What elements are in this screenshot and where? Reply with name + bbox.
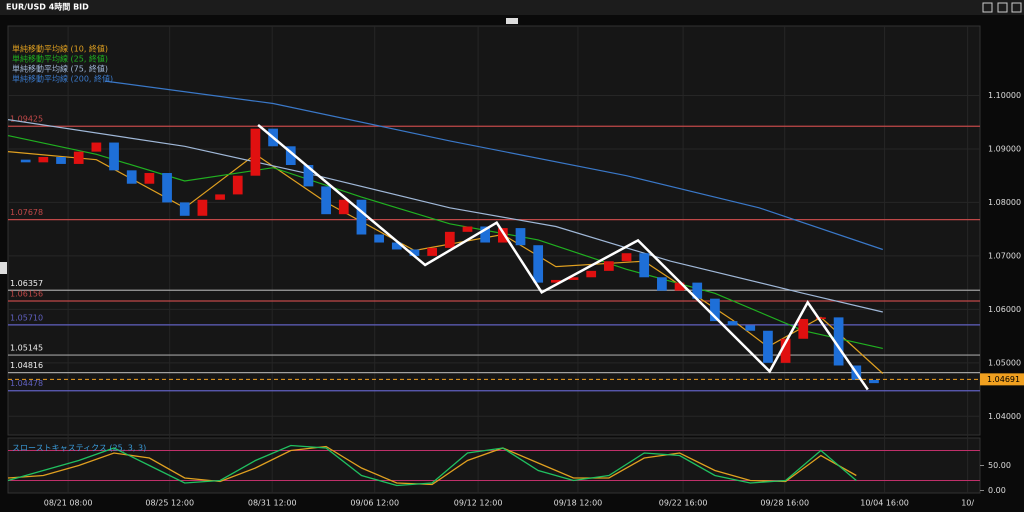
level-label: 1.07678 xyxy=(10,208,43,217)
current-price-box xyxy=(980,373,1024,386)
x-tick-label: 09/22 16:00 xyxy=(659,499,708,508)
candle xyxy=(73,151,84,164)
candle xyxy=(409,249,420,256)
candle xyxy=(126,170,137,184)
candle xyxy=(780,338,791,363)
level-label: 1.06156 xyxy=(10,290,43,299)
stochastic-tick-label: 0.00 xyxy=(988,486,1006,495)
maximize-button[interactable] xyxy=(997,2,1008,13)
candle xyxy=(356,199,367,235)
candle xyxy=(215,194,225,200)
legend-entry: 単純移動平均線 (75, 終値) xyxy=(12,64,108,74)
current-price-label: 1.04691 xyxy=(987,375,1020,384)
level-label: 1.06357 xyxy=(10,279,43,288)
candle xyxy=(38,156,49,163)
candle xyxy=(515,228,526,246)
candle xyxy=(444,231,455,248)
moving-average xyxy=(7,119,883,313)
candle xyxy=(321,186,331,215)
y-tick-label: 1.08000 xyxy=(988,198,1021,207)
plot: 08/21 08:00 08/25 12:00 08/31 12:00 09/06 1… xyxy=(7,26,1024,508)
y-tick-label: 1.10000 xyxy=(988,91,1021,100)
candle xyxy=(109,142,119,171)
stochastic-panel xyxy=(7,437,981,494)
x-tick-label: 10/04 16:00 xyxy=(860,499,909,508)
zigzag-line xyxy=(257,123,869,391)
candle xyxy=(727,321,738,326)
x-tick-label: 09/06 12:00 xyxy=(350,499,399,508)
title-bar xyxy=(0,0,1024,15)
candle xyxy=(869,379,879,384)
candle xyxy=(20,159,31,163)
candle xyxy=(144,173,155,184)
y-tick-label: 1.09000 xyxy=(988,144,1021,153)
candle xyxy=(763,330,773,363)
x-tick-label: 08/25 12:00 xyxy=(145,499,194,508)
candle xyxy=(692,282,703,299)
candle xyxy=(816,317,826,319)
candle xyxy=(303,165,314,187)
candle xyxy=(162,173,172,203)
y-tick-label: 1.07000 xyxy=(988,251,1021,260)
level-label: 1.04478 xyxy=(10,379,43,388)
legend-entry: 単純移動平均線 (200, 終値) xyxy=(12,74,113,84)
candle xyxy=(674,282,685,291)
candle xyxy=(480,226,491,243)
candle xyxy=(391,242,402,250)
candle xyxy=(462,226,473,232)
candle xyxy=(604,261,614,271)
legend-entry: 単純移動平均線 (25, 終値) xyxy=(12,54,108,64)
level-label: 1.04816 xyxy=(10,361,43,370)
candle xyxy=(586,270,597,278)
stochastic-tick-label: 50.00 xyxy=(988,461,1011,470)
y-tick-label: 1.05000 xyxy=(988,358,1021,367)
candle xyxy=(232,175,243,195)
close-button[interactable] xyxy=(1011,2,1022,13)
candle xyxy=(798,318,809,339)
x-tick-label: 08/31 12:00 xyxy=(248,499,297,508)
stochastic-title: スローストキャスティクス (25, 3, 3) xyxy=(12,444,146,453)
candle xyxy=(197,199,208,216)
x-tick-label: 08/21 08:00 xyxy=(44,499,93,508)
x-tick-label: 09/12 12:00 xyxy=(454,499,503,508)
x-tick-label: 09/18 12:00 xyxy=(554,499,603,508)
x-tick-label: 09/28 16:00 xyxy=(760,499,809,508)
y-tick-label: 1.06000 xyxy=(988,305,1021,314)
collapse-toggle[interactable] xyxy=(506,18,518,24)
legend-entry: 単純移動平均線 (10, 終値) xyxy=(12,44,108,54)
stochastic-d xyxy=(7,445,857,486)
level-label: 1.09425 xyxy=(10,115,43,124)
candle xyxy=(621,253,632,262)
level-label: 1.05145 xyxy=(10,344,43,353)
candle xyxy=(285,146,296,166)
candle xyxy=(427,247,438,256)
level-label: 1.05710 xyxy=(10,313,43,322)
candle xyxy=(179,202,190,216)
window-button[interactable] xyxy=(982,2,993,13)
stochastic-k xyxy=(7,444,857,487)
candle xyxy=(250,128,261,176)
candle xyxy=(497,228,508,243)
side-toggle[interactable] xyxy=(0,262,7,274)
y-tick-label: 1.04000 xyxy=(988,412,1021,421)
candle xyxy=(338,199,349,215)
candle xyxy=(639,253,650,278)
moving-average xyxy=(7,135,883,349)
candle xyxy=(833,317,844,366)
window-title: EUR/USD 4時間 BID xyxy=(6,2,89,12)
moving-average xyxy=(105,80,883,251)
candle xyxy=(550,279,561,283)
candle xyxy=(745,325,756,331)
candle xyxy=(374,234,384,243)
x-tick-label: 10/ xyxy=(961,499,974,508)
candle xyxy=(56,156,66,164)
candle xyxy=(568,277,579,280)
candle xyxy=(533,245,544,283)
candle xyxy=(657,277,667,291)
candle xyxy=(710,298,720,322)
candle xyxy=(91,142,102,152)
